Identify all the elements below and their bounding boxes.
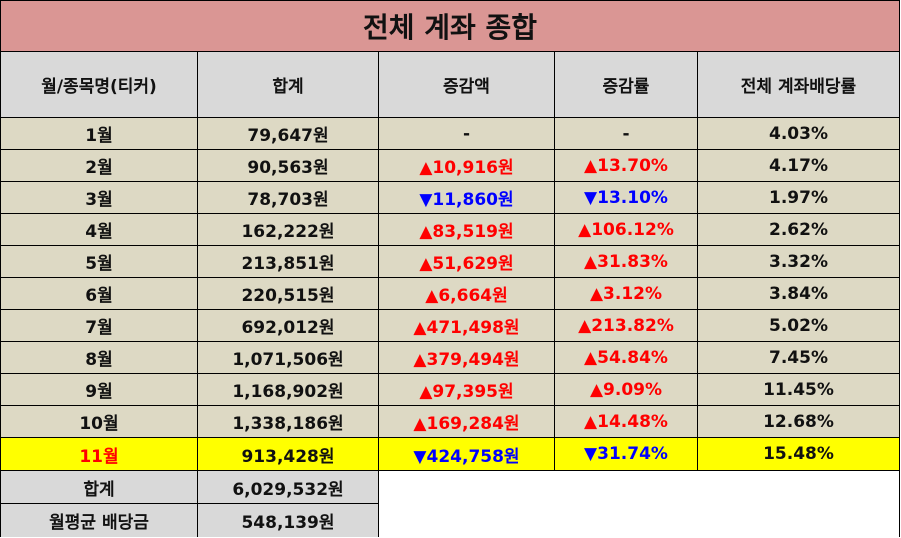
row-change-rate: ▲13.70% [555, 150, 698, 182]
row-month: 2월 [1, 150, 198, 182]
row-change-rate: ▲14.48% [555, 406, 698, 438]
summary-row-total: 합계 6,029,532원 [1, 471, 899, 504]
row-dividend-rate: 15.48% [698, 438, 899, 471]
row-dividend-rate: 3.84% [698, 278, 899, 310]
row-month: 11월 [1, 438, 198, 471]
row-change-rate: ▲9.09% [555, 374, 698, 406]
row-change-amount: ▲51,629원 [379, 246, 555, 278]
table-row: 4월 162,222원 ▲83,519원 ▲106.12% 2.62% [1, 214, 899, 246]
header-dividend-rate: 전체 계좌배당률 [698, 52, 899, 118]
table-row: 1월 79,647원 - -4.03% [1, 118, 899, 150]
table-title: 전체 계좌 종합 [1, 1, 899, 52]
row-change-rate: ▲54.84% [555, 342, 698, 374]
row-change-amount: ▲83,519원 [379, 214, 555, 246]
summary-blank [379, 504, 899, 537]
row-change-amount: ▲379,494원 [379, 342, 555, 374]
row-month: 3월 [1, 182, 198, 214]
row-dividend-rate: 2.62% [698, 214, 899, 246]
row-month: 4월 [1, 214, 198, 246]
table-row: 2월 90,563원 ▲10,916원 ▲13.70% 4.17% [1, 150, 899, 182]
row-dividend-rate: 4.17% [698, 150, 899, 182]
table-row: 6월 220,515원 ▲6,664원 ▲3.12% 3.84% [1, 278, 899, 310]
row-total: 78,703원 [198, 182, 379, 214]
row-total: 1,071,506원 [198, 342, 379, 374]
row-total: 913,428원 [198, 438, 379, 471]
row-total: 1,338,186원 [198, 406, 379, 438]
header-change-amount: 증감액 [379, 52, 555, 118]
row-month: 8월 [1, 342, 198, 374]
row-total: 90,563원 [198, 150, 379, 182]
row-dividend-rate: 3.32% [698, 246, 899, 278]
header-row: 월/종목명(티커) 합계 증감액 증감률 전체 계좌배당률 [1, 52, 899, 118]
row-month: 9월 [1, 374, 198, 406]
table-row: 7월 692,012원 ▲471,498원 ▲213.82% 5.02% [1, 310, 899, 342]
row-dividend-rate: 5.02% [698, 310, 899, 342]
row-change-amount: ▲97,395원 [379, 374, 555, 406]
row-total: 220,515원 [198, 278, 379, 310]
row-dividend-rate: 12.68% [698, 406, 899, 438]
row-month: 7월 [1, 310, 198, 342]
row-change-rate: ▼31.74% [555, 438, 698, 471]
row-change-amount: ▼424,758원 [379, 438, 555, 471]
table-row: 8월 1,071,506원 ▲379,494원 ▲54.84% 7.45% [1, 342, 899, 374]
row-total: 692,012원 [198, 310, 379, 342]
row-change-amount: - [379, 118, 555, 150]
row-total: 162,222원 [198, 214, 379, 246]
table-row: 11월 913,428원 ▼424,758원 ▼31.74% 15.48% [1, 438, 899, 471]
row-total: 1,168,902원 [198, 374, 379, 406]
summary-row-average: 월평균 배당금 548,139원 [1, 504, 899, 537]
table-row: 9월 1,168,902원 ▲97,395원 ▲9.09% 11.45% [1, 374, 899, 406]
row-change-amount: ▲10,916원 [379, 150, 555, 182]
row-dividend-rate: 4.03% [698, 118, 899, 150]
row-change-amount: ▲6,664원 [379, 278, 555, 310]
row-change-rate: ▲3.12% [555, 278, 698, 310]
row-total: 213,851원 [198, 246, 379, 278]
row-dividend-rate: 1.97% [698, 182, 899, 214]
table-row: 3월 78,703원 ▼11,860원 ▼13.10% 1.97% [1, 182, 899, 214]
summary-value: 548,139원 [198, 504, 379, 537]
row-change-rate: ▲213.82% [555, 310, 698, 342]
table-row: 5월 213,851원 ▲51,629원 ▲31.83% 3.32% [1, 246, 899, 278]
row-change-amount: ▲471,498원 [379, 310, 555, 342]
summary-label: 합계 [1, 471, 198, 504]
header-total: 합계 [198, 52, 379, 118]
row-month: 10월 [1, 406, 198, 438]
row-dividend-rate: 7.45% [698, 342, 899, 374]
summary-value: 6,029,532원 [198, 471, 379, 504]
header-month: 월/종목명(티커) [1, 52, 198, 118]
summary-blank [379, 471, 899, 504]
header-change-rate: 증감률 [555, 52, 698, 118]
row-month: 6월 [1, 278, 198, 310]
row-change-rate: ▲106.12% [555, 214, 698, 246]
table-row: 10월 1,338,186원 ▲169,284원 ▲14.48% 12.68% [1, 406, 899, 438]
row-change-rate: ▼13.10% [555, 182, 698, 214]
row-change-amount: ▼11,860원 [379, 182, 555, 214]
row-month: 1월 [1, 118, 198, 150]
row-change-amount: ▲169,284원 [379, 406, 555, 438]
row-total: 79,647원 [198, 118, 379, 150]
row-month: 5월 [1, 246, 198, 278]
row-change-rate: ▲31.83% [555, 246, 698, 278]
row-dividend-rate: 11.45% [698, 374, 899, 406]
summary-label: 월평균 배당금 [1, 504, 198, 537]
row-change-rate: - [555, 118, 698, 150]
